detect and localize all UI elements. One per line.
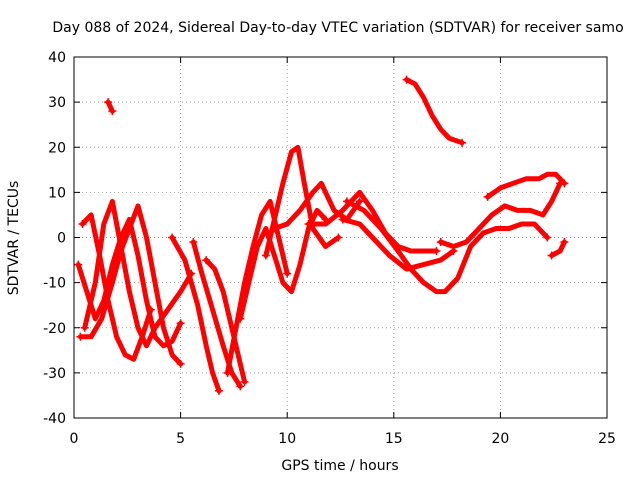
trace-sat-3	[82, 198, 194, 349]
point-marker	[334, 233, 343, 242]
y-tick-label: 40	[48, 50, 66, 66]
y-tick-label: -40	[43, 411, 66, 427]
trace-sat-17	[485, 171, 567, 200]
point-marker	[74, 260, 83, 269]
point-marker	[240, 377, 249, 386]
point-marker	[338, 215, 347, 224]
trace-sat-13	[340, 216, 456, 272]
y-tick-label: 0	[57, 231, 66, 247]
trace-sat-1	[75, 216, 184, 349]
trace-sat-16	[404, 77, 465, 146]
point-marker	[108, 107, 117, 116]
point-marker	[355, 197, 364, 206]
point-marker	[560, 179, 569, 188]
point-marker	[543, 233, 552, 242]
point-marker	[146, 305, 155, 314]
trace-sat-10	[263, 144, 341, 258]
point-marker	[458, 138, 467, 147]
point-marker	[78, 219, 87, 228]
trace-sat-7	[203, 257, 248, 385]
point-marker	[304, 219, 313, 228]
trace-sat-12	[306, 189, 439, 254]
y-tick-label: -10	[43, 276, 66, 292]
trace-sat-2	[80, 212, 154, 362]
axis-ticks: 0 5 10 15 20 25 -40 -30 -20 -10 0 10 20 30 40	[43, 50, 616, 447]
point-marker	[104, 98, 113, 107]
y-tick-label: 10	[48, 185, 66, 201]
point-marker	[560, 238, 569, 247]
point-marker	[342, 197, 351, 206]
x-axis-title: GPS time / hours	[281, 458, 398, 474]
grid	[74, 57, 607, 418]
x-tick-label: 20	[491, 431, 509, 447]
point-marker	[214, 386, 223, 395]
y-tick-label: -30	[43, 366, 66, 382]
chart-title: Day 088 of 2024, Sidereal Day-to-day VTE…	[52, 20, 623, 36]
x-tick-label: 0	[70, 431, 79, 447]
point-marker	[283, 269, 292, 278]
trace-sat-14	[344, 198, 550, 295]
point-marker	[76, 332, 85, 341]
point-marker	[80, 323, 89, 332]
trace-sat-18	[549, 239, 567, 258]
point-marker	[236, 382, 245, 391]
point-marker	[168, 233, 177, 242]
point-marker	[176, 319, 185, 328]
y-tick-label: 30	[48, 95, 66, 111]
point-marker	[270, 224, 279, 233]
trace-sat-15	[438, 180, 563, 249]
point-marker	[236, 314, 245, 323]
point-marker	[223, 368, 232, 377]
y-tick-label: 20	[48, 140, 66, 156]
point-marker	[176, 359, 185, 368]
data-traces	[74, 75, 569, 395]
point-marker	[483, 192, 492, 201]
point-marker	[436, 238, 445, 247]
x-tick-label: 10	[278, 431, 296, 447]
trace-sat-5	[169, 235, 222, 394]
x-tick-label: 15	[385, 431, 403, 447]
point-marker	[432, 247, 441, 256]
trace-sat-6	[190, 239, 243, 389]
point-marker	[547, 251, 556, 260]
x-tick-label: 5	[176, 431, 185, 447]
point-marker	[402, 75, 411, 84]
trace-sat-8	[225, 198, 290, 376]
y-tick-label: -20	[43, 321, 66, 337]
point-marker	[202, 256, 211, 265]
point-marker	[261, 251, 270, 260]
trace-sat-4	[77, 203, 184, 367]
x-tick-label: 25	[598, 431, 616, 447]
point-marker	[189, 238, 198, 247]
y-axis-title: SDTVAR / TECUs	[6, 181, 22, 296]
